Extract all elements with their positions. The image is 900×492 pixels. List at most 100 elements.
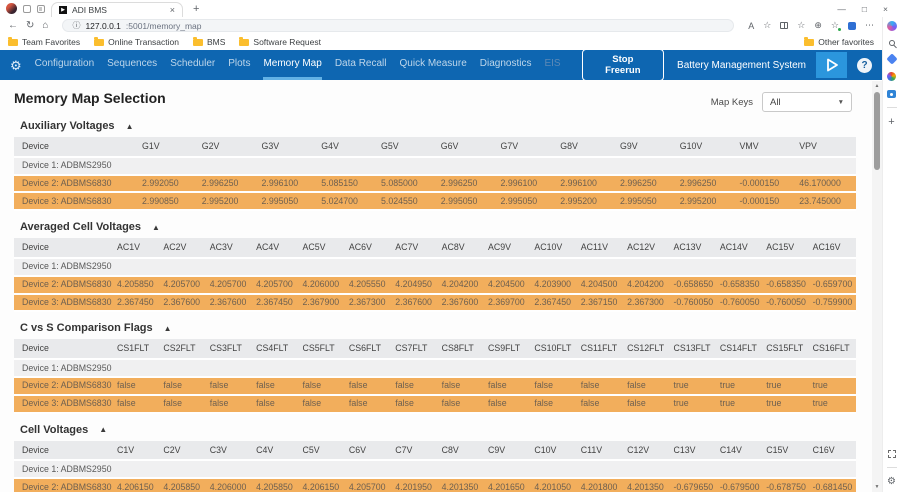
tag-icon[interactable] bbox=[885, 53, 898, 65]
bookmark-item[interactable]: Software Request bbox=[239, 36, 321, 47]
page-scrollbar[interactable]: ▲ ▼ bbox=[872, 81, 882, 492]
nav-item-plots[interactable]: Plots bbox=[228, 58, 251, 69]
table-row[interactable]: Device 2: ADBMS6830 2.992050 2.996250 2.996… bbox=[14, 174, 856, 194]
collections-icon[interactable]: ⊕ bbox=[814, 20, 822, 30]
scroll-up-icon[interactable]: ▲ bbox=[874, 83, 880, 89]
extension-icon[interactable] bbox=[848, 21, 856, 30]
nav-item-data-recall[interactable]: Data Recall bbox=[334, 58, 387, 69]
favorites-icon[interactable]: ☆ bbox=[797, 20, 806, 30]
value-cell: 4.201350 bbox=[438, 478, 485, 492]
screenshot-icon[interactable] bbox=[887, 450, 896, 458]
site-info-icon[interactable]: ⓘ bbox=[72, 21, 81, 30]
value-cell bbox=[557, 156, 617, 176]
column-header: G3V bbox=[258, 137, 319, 158]
home-icon[interactable]: ⌂ bbox=[42, 20, 49, 31]
browser-essentials-icon[interactable]: ☆ bbox=[830, 20, 842, 31]
table-row[interactable]: Device 3: ADBMS6830 2.990850 2.995200 2.995… bbox=[14, 192, 856, 212]
table-row[interactable]: Device 1: ADBMS2950 bbox=[14, 460, 856, 480]
bookmark-item[interactable]: BMS bbox=[192, 36, 225, 47]
workspace-icon[interactable] bbox=[23, 4, 31, 13]
tab-close-icon[interactable]: × bbox=[169, 5, 175, 15]
value-cell: 2.367900 bbox=[299, 293, 346, 313]
scrollbar-thumb[interactable] bbox=[874, 92, 880, 170]
outlook-icon[interactable] bbox=[887, 90, 896, 98]
add-favorite-icon[interactable]: ☆ bbox=[763, 20, 772, 30]
column-header: AC12V bbox=[624, 238, 671, 259]
copilot-icon[interactable] bbox=[886, 21, 897, 31]
column-header: C8V bbox=[438, 440, 485, 462]
column-header: AC7V bbox=[392, 238, 439, 259]
nav-item-configuration[interactable]: Configuration bbox=[34, 58, 95, 69]
value-cell: 2.367450 bbox=[531, 293, 578, 313]
nav-item-sequences[interactable]: Sequences bbox=[107, 58, 158, 69]
bookmark-item[interactable]: Online Transaction bbox=[94, 36, 179, 47]
stop-freerun-button[interactable]: Stop Freerun bbox=[581, 49, 665, 81]
column-header: AC2V bbox=[160, 238, 207, 259]
window-maximize-button[interactable]: □ bbox=[861, 3, 868, 14]
device-cell: Device 2: ADBMS6830 bbox=[14, 376, 114, 396]
settings-gear-icon[interactable]: ⚙ bbox=[10, 57, 22, 73]
back-icon[interactable]: ← bbox=[8, 20, 18, 31]
value-cell: true bbox=[763, 376, 810, 396]
sidebar-settings-icon[interactable]: ⚙ bbox=[887, 476, 896, 487]
table-row[interactable]: Device 1: ADBMS2950 bbox=[14, 156, 856, 176]
value-cell: 4.204500 bbox=[485, 275, 532, 295]
collapse-icon[interactable]: ▲ bbox=[152, 222, 160, 232]
value-cell: 4.205700 bbox=[345, 478, 393, 492]
vertical-tabs-icon[interactable] bbox=[37, 4, 45, 13]
collapse-icon[interactable]: ▲ bbox=[125, 121, 134, 131]
table-row[interactable]: Device 1: ADBMS2950 bbox=[14, 359, 856, 378]
split-screen-icon[interactable] bbox=[780, 22, 789, 29]
more-options-icon[interactable]: ⋯ bbox=[865, 20, 874, 30]
search-icon[interactable] bbox=[888, 40, 895, 46]
table-row[interactable]: Device 1: ADBMS2950 bbox=[14, 257, 856, 277]
address-bar[interactable]: ⓘ 127.0.0.1:5001/memory_map bbox=[62, 19, 735, 32]
nav-item-scheduler[interactable]: Scheduler bbox=[170, 58, 216, 69]
value-cell: 4.201800 bbox=[577, 478, 625, 492]
value-cell: 2.995200 bbox=[676, 192, 737, 212]
reload-icon[interactable]: ↻ bbox=[26, 20, 35, 31]
profile-avatar[interactable] bbox=[6, 3, 17, 14]
window-minimize-button[interactable]: — bbox=[837, 3, 846, 14]
memory-map-section: Averaged Cell Voltages ▲ Device AC1V AC2V A… bbox=[14, 221, 856, 313]
scroll-down-icon[interactable]: ▼ bbox=[874, 484, 880, 490]
other-favorites[interactable]: Other favorites bbox=[804, 36, 874, 47]
table-row[interactable]: Device 2: ADBMS6830 4.206150 4.205850 4.206… bbox=[14, 478, 856, 492]
help-icon[interactable]: ? bbox=[857, 57, 872, 73]
table-row[interactable]: Device 2: ADBMS6830 false false false false f… bbox=[14, 376, 856, 396]
value-cell: 2.995050 bbox=[617, 192, 677, 212]
browser-tab[interactable]: ▶ ADI BMS × bbox=[51, 2, 183, 17]
value-cell: -0.000150 bbox=[736, 174, 797, 194]
read-aloud-icon[interactable]: A bbox=[748, 20, 755, 31]
column-header: AC16V bbox=[809, 238, 856, 259]
nav-item-memory-map[interactable]: Memory Map bbox=[263, 50, 322, 80]
table-row[interactable]: Device 3: ADBMS6830 false false false false f… bbox=[14, 394, 856, 414]
column-header: C11V bbox=[577, 440, 625, 462]
window-close-button[interactable]: × bbox=[883, 3, 888, 14]
device-cell: Device 3: ADBMS6830 bbox=[14, 192, 139, 212]
table-row[interactable]: Device 3: ADBMS6830 2.367450 2.367600 2.367… bbox=[14, 293, 856, 313]
value-cell: false bbox=[253, 376, 300, 396]
value-cell: 4.206000 bbox=[206, 478, 254, 492]
m365-icon[interactable] bbox=[887, 72, 896, 81]
run-play-button[interactable] bbox=[816, 52, 847, 78]
value-cell: true bbox=[670, 394, 717, 414]
value-cell: false bbox=[206, 394, 254, 414]
nav-item-quick-measure[interactable]: Quick Measure bbox=[399, 58, 467, 69]
table-row[interactable]: Device 2: ADBMS6830 4.205850 4.205700 4.205… bbox=[14, 275, 856, 295]
collapse-icon[interactable]: ▲ bbox=[163, 323, 172, 333]
nav-item-diagnostics[interactable]: Diagnostics bbox=[479, 58, 532, 69]
collapse-icon[interactable]: ▲ bbox=[99, 425, 108, 435]
value-cell: -0.759900 bbox=[809, 293, 856, 313]
value-cell bbox=[299, 460, 346, 480]
sidebar-add-icon[interactable]: + bbox=[888, 116, 895, 128]
new-tab-button[interactable]: + bbox=[193, 2, 200, 15]
value-cell bbox=[206, 359, 254, 378]
value-cell: 5.085000 bbox=[378, 174, 438, 194]
section-title: Auxiliary Voltages bbox=[20, 120, 115, 132]
bookmark-item[interactable]: Team Favorites bbox=[8, 36, 80, 47]
column-header: C1V bbox=[114, 440, 161, 462]
value-cell: 5.024700 bbox=[318, 192, 378, 212]
map-keys-select[interactable]: All ▼ bbox=[762, 92, 852, 112]
